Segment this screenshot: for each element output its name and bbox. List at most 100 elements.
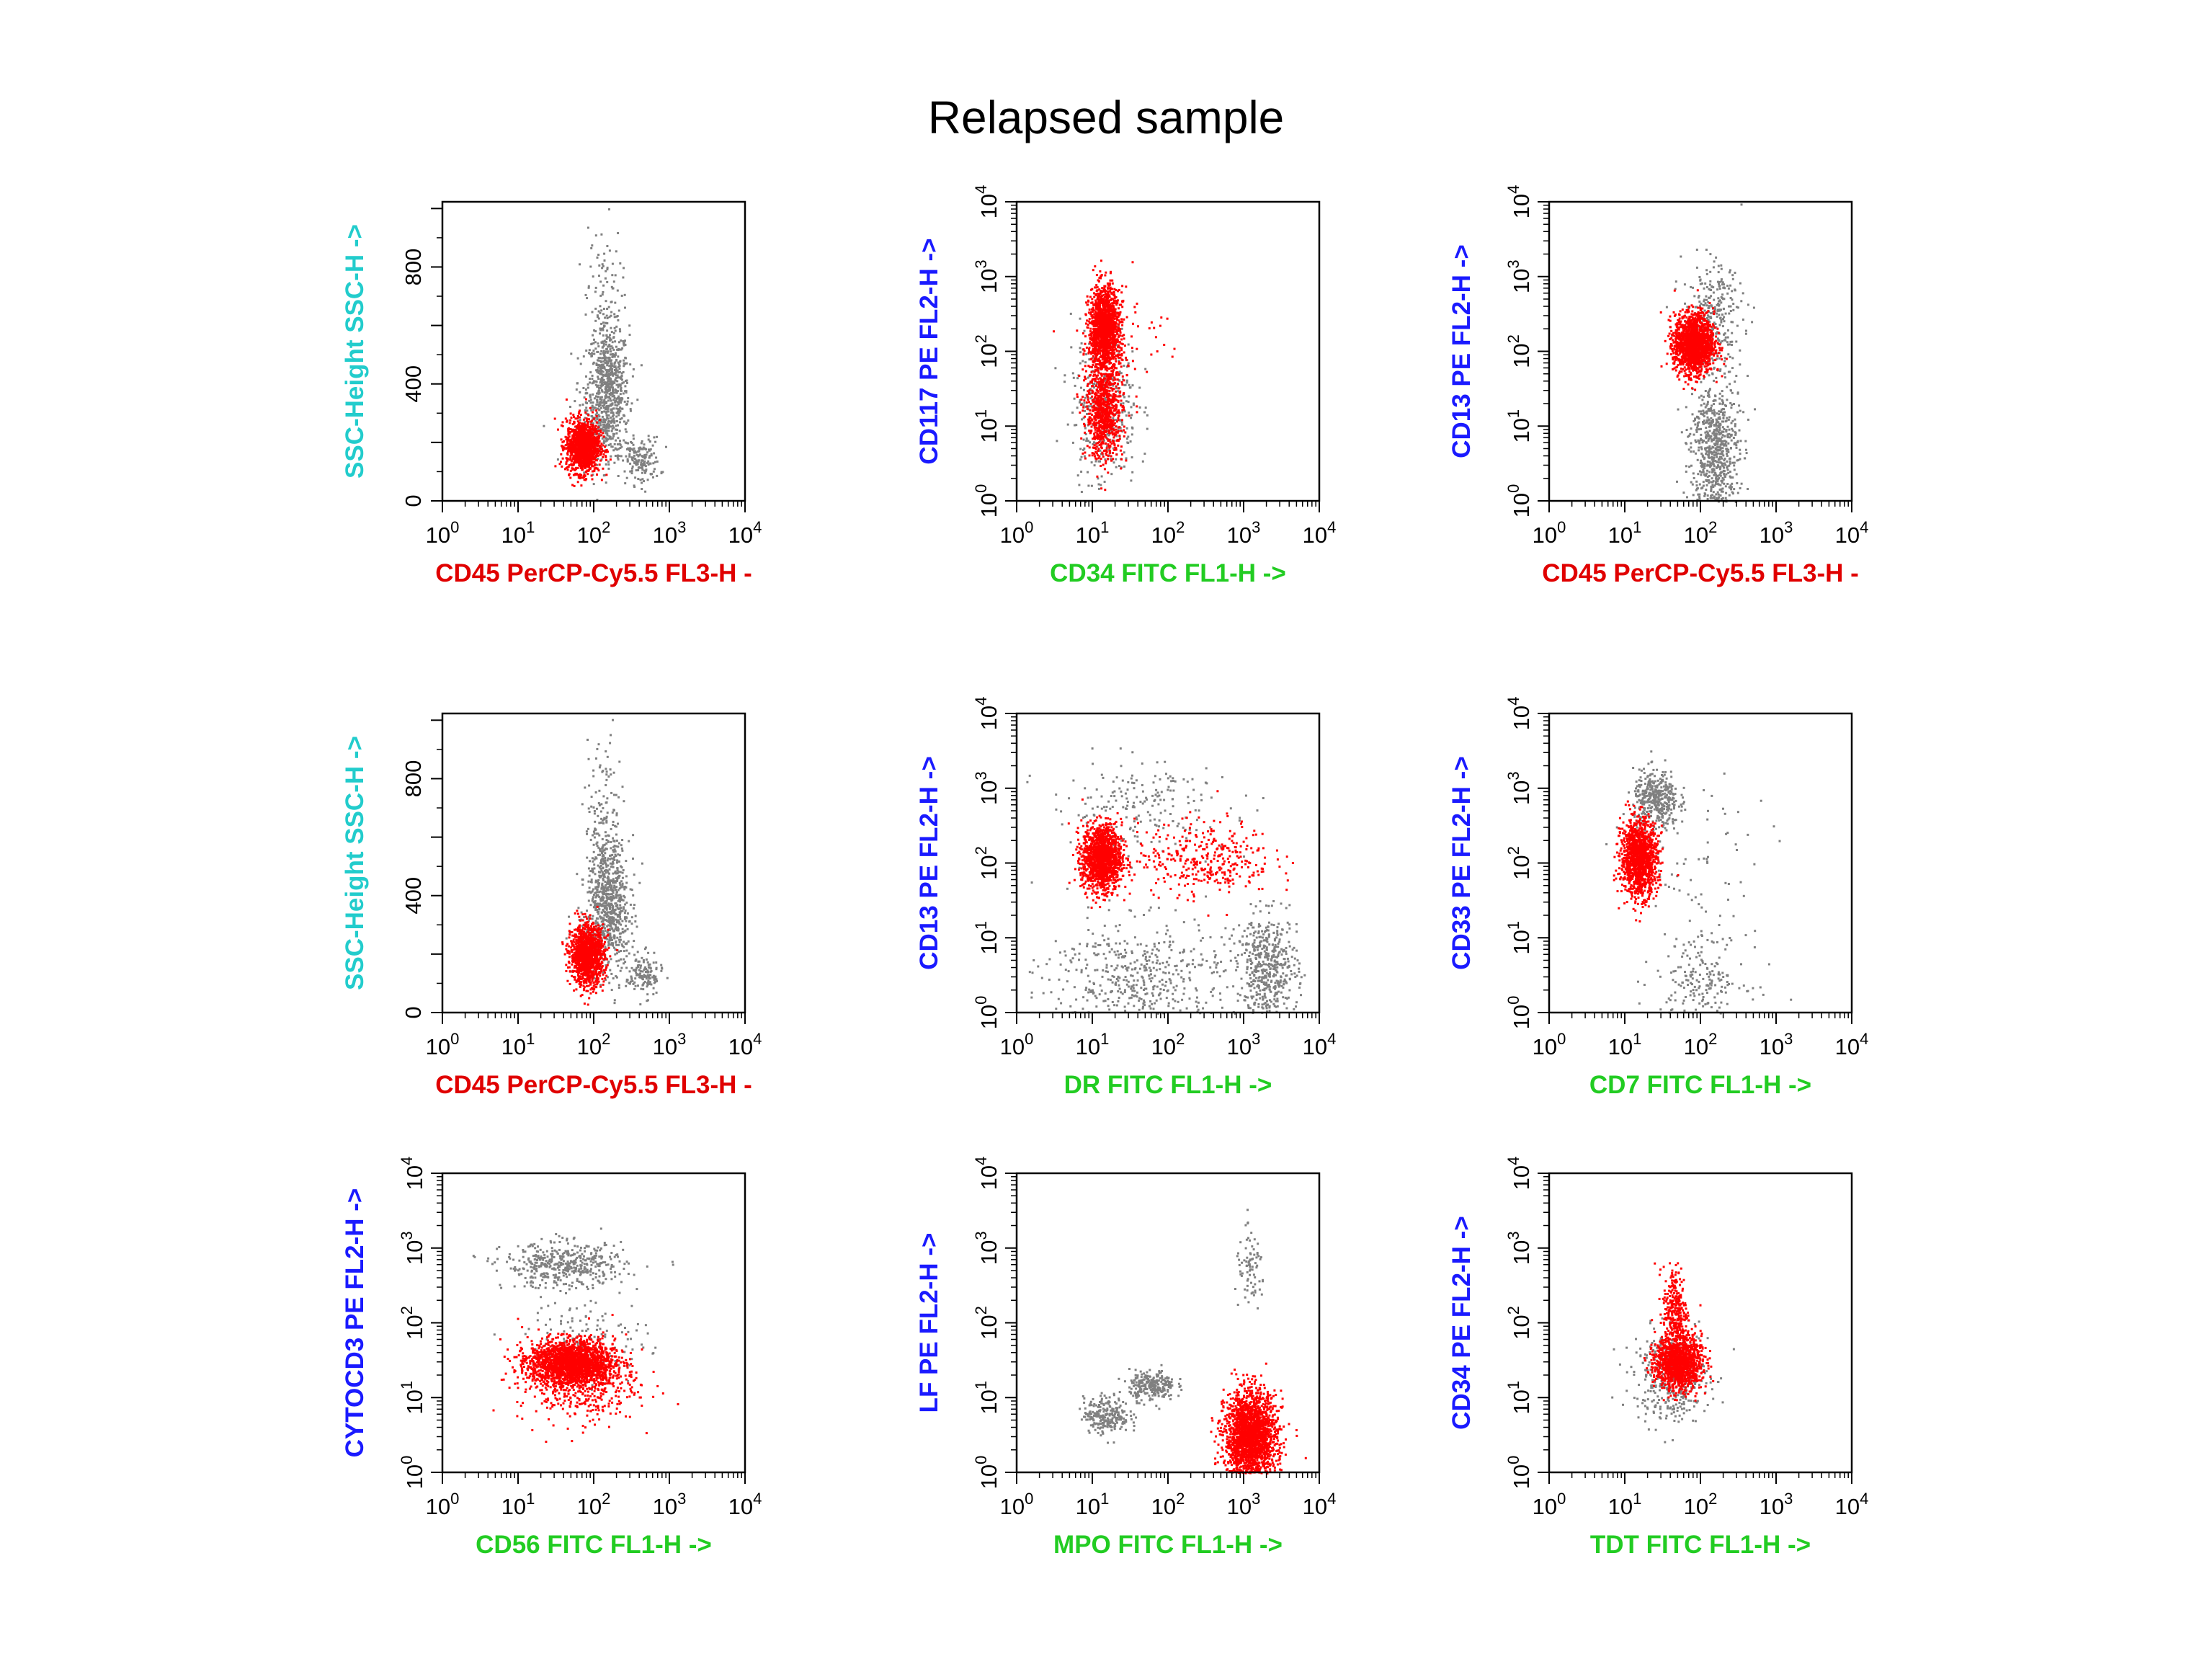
data-point [1087,390,1089,393]
data-point [574,400,576,403]
data-point [610,412,612,414]
data-point [594,454,597,457]
data-point [620,294,623,297]
data-point [1130,433,1133,436]
data-point [1084,335,1087,338]
data-point [1115,428,1118,431]
data-point [1093,334,1096,337]
data-point [613,366,616,368]
data-point [1113,413,1116,416]
data-point [570,352,573,355]
data-point [575,440,578,443]
data-point [589,435,592,437]
data-point [1090,425,1093,428]
data-point [1100,374,1103,377]
data-point [615,432,618,435]
data-point [579,467,582,469]
data-point [618,370,621,373]
data-point [633,486,636,489]
data-point [602,342,605,345]
data-point [589,381,591,384]
data-point [1088,318,1091,321]
data-point [1099,305,1101,308]
data-point [1104,321,1107,324]
data-point [1115,458,1118,461]
data-point [638,450,641,453]
data-point [1102,321,1105,324]
data-point [623,365,625,368]
data-point [611,352,614,355]
data-point [623,381,625,384]
data-point [1102,318,1105,321]
data-point [654,468,656,471]
data-point [1094,428,1097,431]
data-point [644,471,646,474]
data-point [1101,332,1104,335]
data-point [617,349,620,352]
data-point [1125,437,1128,440]
data-point [607,306,610,308]
data-point [1066,423,1069,426]
data-point [567,437,570,440]
data-point [631,448,634,451]
data-point [1131,384,1134,387]
data-point [579,435,582,438]
data-point [591,404,594,407]
data-point [586,445,589,448]
data-point [579,363,582,365]
data-point [1106,386,1108,388]
data-point [575,432,578,435]
data-point [1123,435,1125,438]
data-point [1108,314,1110,317]
data-point [561,445,563,448]
data-point [597,317,600,320]
data-point [1105,309,1107,312]
data-point [599,453,602,456]
data-point [1091,332,1094,334]
data-point [607,463,610,466]
data-point [579,409,581,412]
data-point [1111,356,1114,359]
data-point [1105,365,1107,368]
data-point [617,437,620,440]
data-point [611,415,614,418]
data-point [598,419,601,422]
data-point [567,430,570,432]
data-point [605,463,607,466]
data-point [1121,285,1124,288]
data-point [1094,286,1097,289]
data-point [1108,290,1111,293]
data-point [619,376,622,379]
data-point [613,355,616,358]
data-point [614,340,617,343]
data-point [1079,347,1082,350]
data-point [605,322,608,325]
data-point [1116,410,1119,413]
data-point [579,427,581,430]
data-point [1112,290,1115,293]
data-point [620,374,623,377]
data-point [576,481,579,484]
data-point [594,413,597,416]
data-point [1094,419,1097,422]
data-point [561,421,564,424]
data-point [1089,322,1092,324]
data-point [590,246,593,249]
data-point [579,416,581,419]
data-point [629,409,632,412]
data-point [605,455,607,458]
data-point [1103,332,1105,334]
data-point [572,430,574,432]
data-point [600,364,603,367]
data-point [1071,372,1074,375]
data-point [1106,389,1109,392]
data-point [603,367,606,370]
data-point [638,447,641,450]
data-point [1116,346,1119,349]
data-point [606,377,609,380]
data-point [585,436,588,439]
data-point [588,450,591,453]
data-point [646,479,649,481]
data-point [1118,373,1120,375]
data-point [585,412,588,415]
